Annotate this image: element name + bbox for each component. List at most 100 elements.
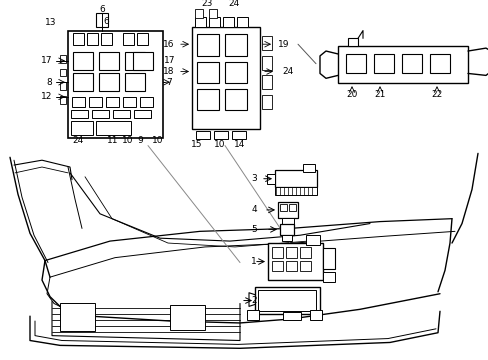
Text: 24: 24: [282, 67, 293, 76]
Text: 10: 10: [122, 136, 134, 145]
Bar: [123, 33, 134, 45]
Text: 22: 22: [430, 90, 442, 99]
Bar: [274, 188, 316, 195]
Text: 8: 8: [46, 78, 52, 87]
Bar: [323, 248, 334, 269]
Text: 20: 20: [346, 90, 357, 99]
Bar: [71, 111, 88, 118]
Text: 16: 16: [162, 40, 174, 49]
Bar: [288, 204, 295, 211]
Bar: [262, 56, 271, 69]
Text: 12: 12: [41, 93, 52, 102]
Bar: [125, 73, 145, 91]
Bar: [113, 111, 130, 118]
Bar: [214, 131, 227, 139]
Bar: [305, 235, 319, 245]
Bar: [73, 52, 93, 69]
Bar: [337, 46, 467, 83]
Bar: [280, 204, 286, 211]
Text: 23: 23: [201, 0, 212, 8]
Text: 4: 4: [251, 206, 257, 215]
Bar: [267, 243, 323, 280]
Bar: [92, 111, 109, 118]
Bar: [266, 174, 274, 184]
Bar: [192, 27, 260, 129]
Text: 19: 19: [278, 40, 289, 49]
Text: 18: 18: [162, 67, 174, 76]
Bar: [137, 33, 148, 45]
Bar: [224, 89, 246, 111]
Text: 6: 6: [103, 17, 109, 26]
Bar: [246, 310, 259, 320]
Bar: [197, 62, 219, 83]
Text: 10: 10: [214, 140, 225, 149]
Bar: [170, 305, 204, 330]
Text: 7: 7: [165, 78, 171, 87]
Text: 3: 3: [251, 174, 257, 183]
Bar: [71, 121, 93, 135]
Bar: [224, 62, 246, 83]
Bar: [60, 96, 66, 104]
Bar: [140, 97, 153, 107]
Bar: [262, 95, 271, 108]
Bar: [237, 17, 247, 27]
Bar: [72, 97, 85, 107]
Bar: [73, 73, 93, 91]
Text: 14: 14: [234, 140, 245, 149]
Text: 21: 21: [373, 90, 385, 99]
Bar: [197, 35, 219, 56]
Bar: [125, 52, 145, 69]
Bar: [68, 31, 163, 138]
Text: 15: 15: [191, 140, 203, 149]
Bar: [133, 52, 153, 69]
Bar: [96, 13, 108, 27]
Bar: [99, 52, 119, 69]
Bar: [309, 310, 321, 320]
Text: 6: 6: [99, 5, 104, 14]
Bar: [196, 131, 209, 139]
Bar: [303, 164, 314, 172]
Bar: [231, 131, 245, 139]
Bar: [208, 9, 217, 18]
Bar: [134, 111, 151, 118]
Bar: [346, 54, 365, 73]
Bar: [197, 89, 219, 111]
Bar: [73, 33, 84, 45]
Bar: [60, 55, 66, 63]
Bar: [60, 82, 66, 90]
Bar: [254, 287, 319, 314]
Text: 24: 24: [228, 0, 239, 8]
Bar: [271, 261, 283, 271]
Bar: [278, 202, 297, 218]
Bar: [208, 17, 220, 27]
Bar: [224, 35, 246, 56]
Text: 9: 9: [137, 136, 142, 145]
Text: 10: 10: [152, 136, 163, 145]
Text: 13: 13: [44, 18, 56, 27]
Text: 17: 17: [163, 56, 175, 65]
Bar: [60, 303, 95, 331]
Bar: [401, 54, 421, 73]
Text: 1: 1: [251, 257, 257, 266]
Bar: [285, 247, 296, 258]
Bar: [274, 170, 316, 188]
Bar: [323, 272, 334, 282]
Bar: [280, 224, 293, 235]
Bar: [106, 97, 119, 107]
Bar: [101, 33, 112, 45]
Bar: [283, 312, 301, 320]
Bar: [285, 261, 296, 271]
Bar: [299, 261, 310, 271]
Text: 5: 5: [251, 225, 257, 234]
Bar: [123, 97, 136, 107]
Bar: [271, 247, 283, 258]
Bar: [262, 75, 271, 89]
Bar: [347, 39, 357, 46]
Bar: [195, 17, 205, 27]
Bar: [89, 97, 102, 107]
Bar: [282, 235, 291, 241]
Bar: [373, 54, 393, 73]
Text: 24: 24: [72, 136, 83, 145]
Bar: [429, 54, 449, 73]
Bar: [262, 36, 271, 50]
